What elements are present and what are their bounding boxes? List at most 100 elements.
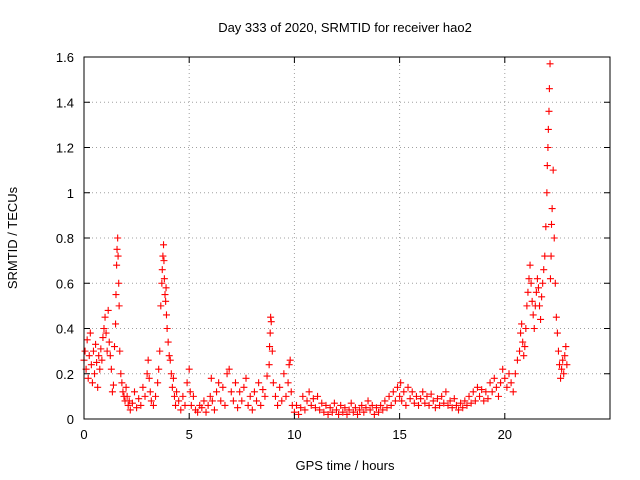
data-point	[326, 404, 334, 412]
data-point	[480, 397, 488, 405]
data-point	[194, 408, 202, 416]
data-point	[147, 397, 155, 405]
data-point	[545, 107, 553, 115]
data-point	[111, 343, 119, 351]
data-point	[238, 397, 246, 405]
data-point	[385, 392, 393, 400]
data-point	[101, 313, 109, 321]
data-point	[137, 401, 145, 409]
data-point	[558, 365, 566, 373]
data-point	[162, 311, 170, 319]
data-point	[305, 388, 313, 396]
data-point	[266, 343, 274, 351]
data-point	[159, 252, 167, 260]
data-point	[250, 388, 258, 396]
data-point	[402, 401, 410, 409]
data-point	[550, 234, 558, 242]
data-point	[522, 325, 530, 332]
grid	[84, 57, 610, 419]
data-point	[417, 395, 425, 403]
data-point	[339, 408, 347, 416]
data-point	[158, 266, 166, 274]
data-point	[299, 392, 307, 400]
data-point	[255, 379, 263, 387]
plot-frame	[83, 56, 611, 420]
data-point	[559, 356, 567, 364]
data-point	[100, 325, 108, 332]
data-point	[397, 379, 405, 387]
data-point	[169, 374, 177, 382]
data-point	[115, 279, 123, 287]
data-point	[556, 361, 564, 369]
data-points	[80, 60, 571, 418]
data-point	[387, 401, 395, 409]
data-point	[248, 406, 256, 414]
data-point	[94, 383, 102, 391]
data-point	[266, 329, 274, 337]
data-point	[408, 388, 416, 396]
data-point	[335, 410, 343, 418]
data-point	[172, 401, 180, 409]
data-point	[536, 302, 544, 310]
data-point	[231, 379, 239, 387]
data-point	[124, 401, 132, 409]
data-point	[265, 361, 273, 369]
data-point	[161, 291, 169, 299]
data-point	[113, 245, 121, 253]
data-point	[467, 399, 475, 407]
data-point	[92, 340, 100, 348]
data-point	[83, 336, 91, 344]
data-point	[160, 257, 168, 265]
data-point	[244, 401, 252, 409]
data-point	[122, 383, 130, 391]
data-point	[322, 401, 330, 409]
data-point	[89, 347, 97, 355]
data-point	[436, 401, 444, 409]
y-tick-labels: 0 0.2 0.4 0.6 0.8 1 1.2 1.4 1.6	[56, 50, 74, 427]
data-point	[227, 388, 235, 396]
data-point	[497, 379, 505, 387]
data-point	[282, 392, 290, 400]
data-point	[393, 383, 401, 391]
data-point	[162, 297, 170, 305]
y-tick-label: 1.6	[56, 50, 74, 65]
data-point	[219, 383, 227, 391]
data-point	[525, 275, 533, 283]
data-point	[345, 406, 353, 414]
data-point	[548, 205, 556, 213]
data-point	[117, 370, 125, 378]
data-point	[391, 397, 399, 405]
data-point	[503, 383, 511, 391]
data-point	[225, 365, 233, 373]
x-axis-label: GPS time / hours	[296, 458, 395, 473]
data-point	[548, 220, 556, 228]
data-point	[207, 374, 215, 382]
data-point	[457, 399, 465, 407]
data-point	[360, 408, 368, 416]
data-point	[175, 397, 183, 405]
x-tick-label: 0	[80, 427, 87, 442]
data-point	[213, 388, 221, 396]
data-point	[253, 397, 261, 405]
data-point	[452, 401, 460, 409]
data-point	[139, 383, 147, 391]
data-point	[448, 404, 456, 412]
data-point	[263, 372, 271, 380]
data-point	[95, 352, 103, 360]
data-point	[109, 381, 117, 389]
data-point	[318, 399, 326, 407]
data-point	[404, 383, 412, 391]
data-point	[278, 397, 286, 405]
data-point	[271, 392, 279, 400]
data-point	[128, 399, 136, 407]
data-point	[461, 397, 469, 405]
y-tick-label: 0.8	[56, 231, 74, 246]
data-point	[200, 397, 208, 405]
data-point	[141, 392, 149, 400]
data-point	[170, 392, 178, 400]
data-point	[236, 388, 244, 396]
chart-title: Day 333 of 2020, SRMTID for receiver hao…	[218, 20, 472, 35]
data-point	[476, 392, 484, 400]
data-point	[532, 288, 540, 296]
data-point	[158, 279, 166, 287]
